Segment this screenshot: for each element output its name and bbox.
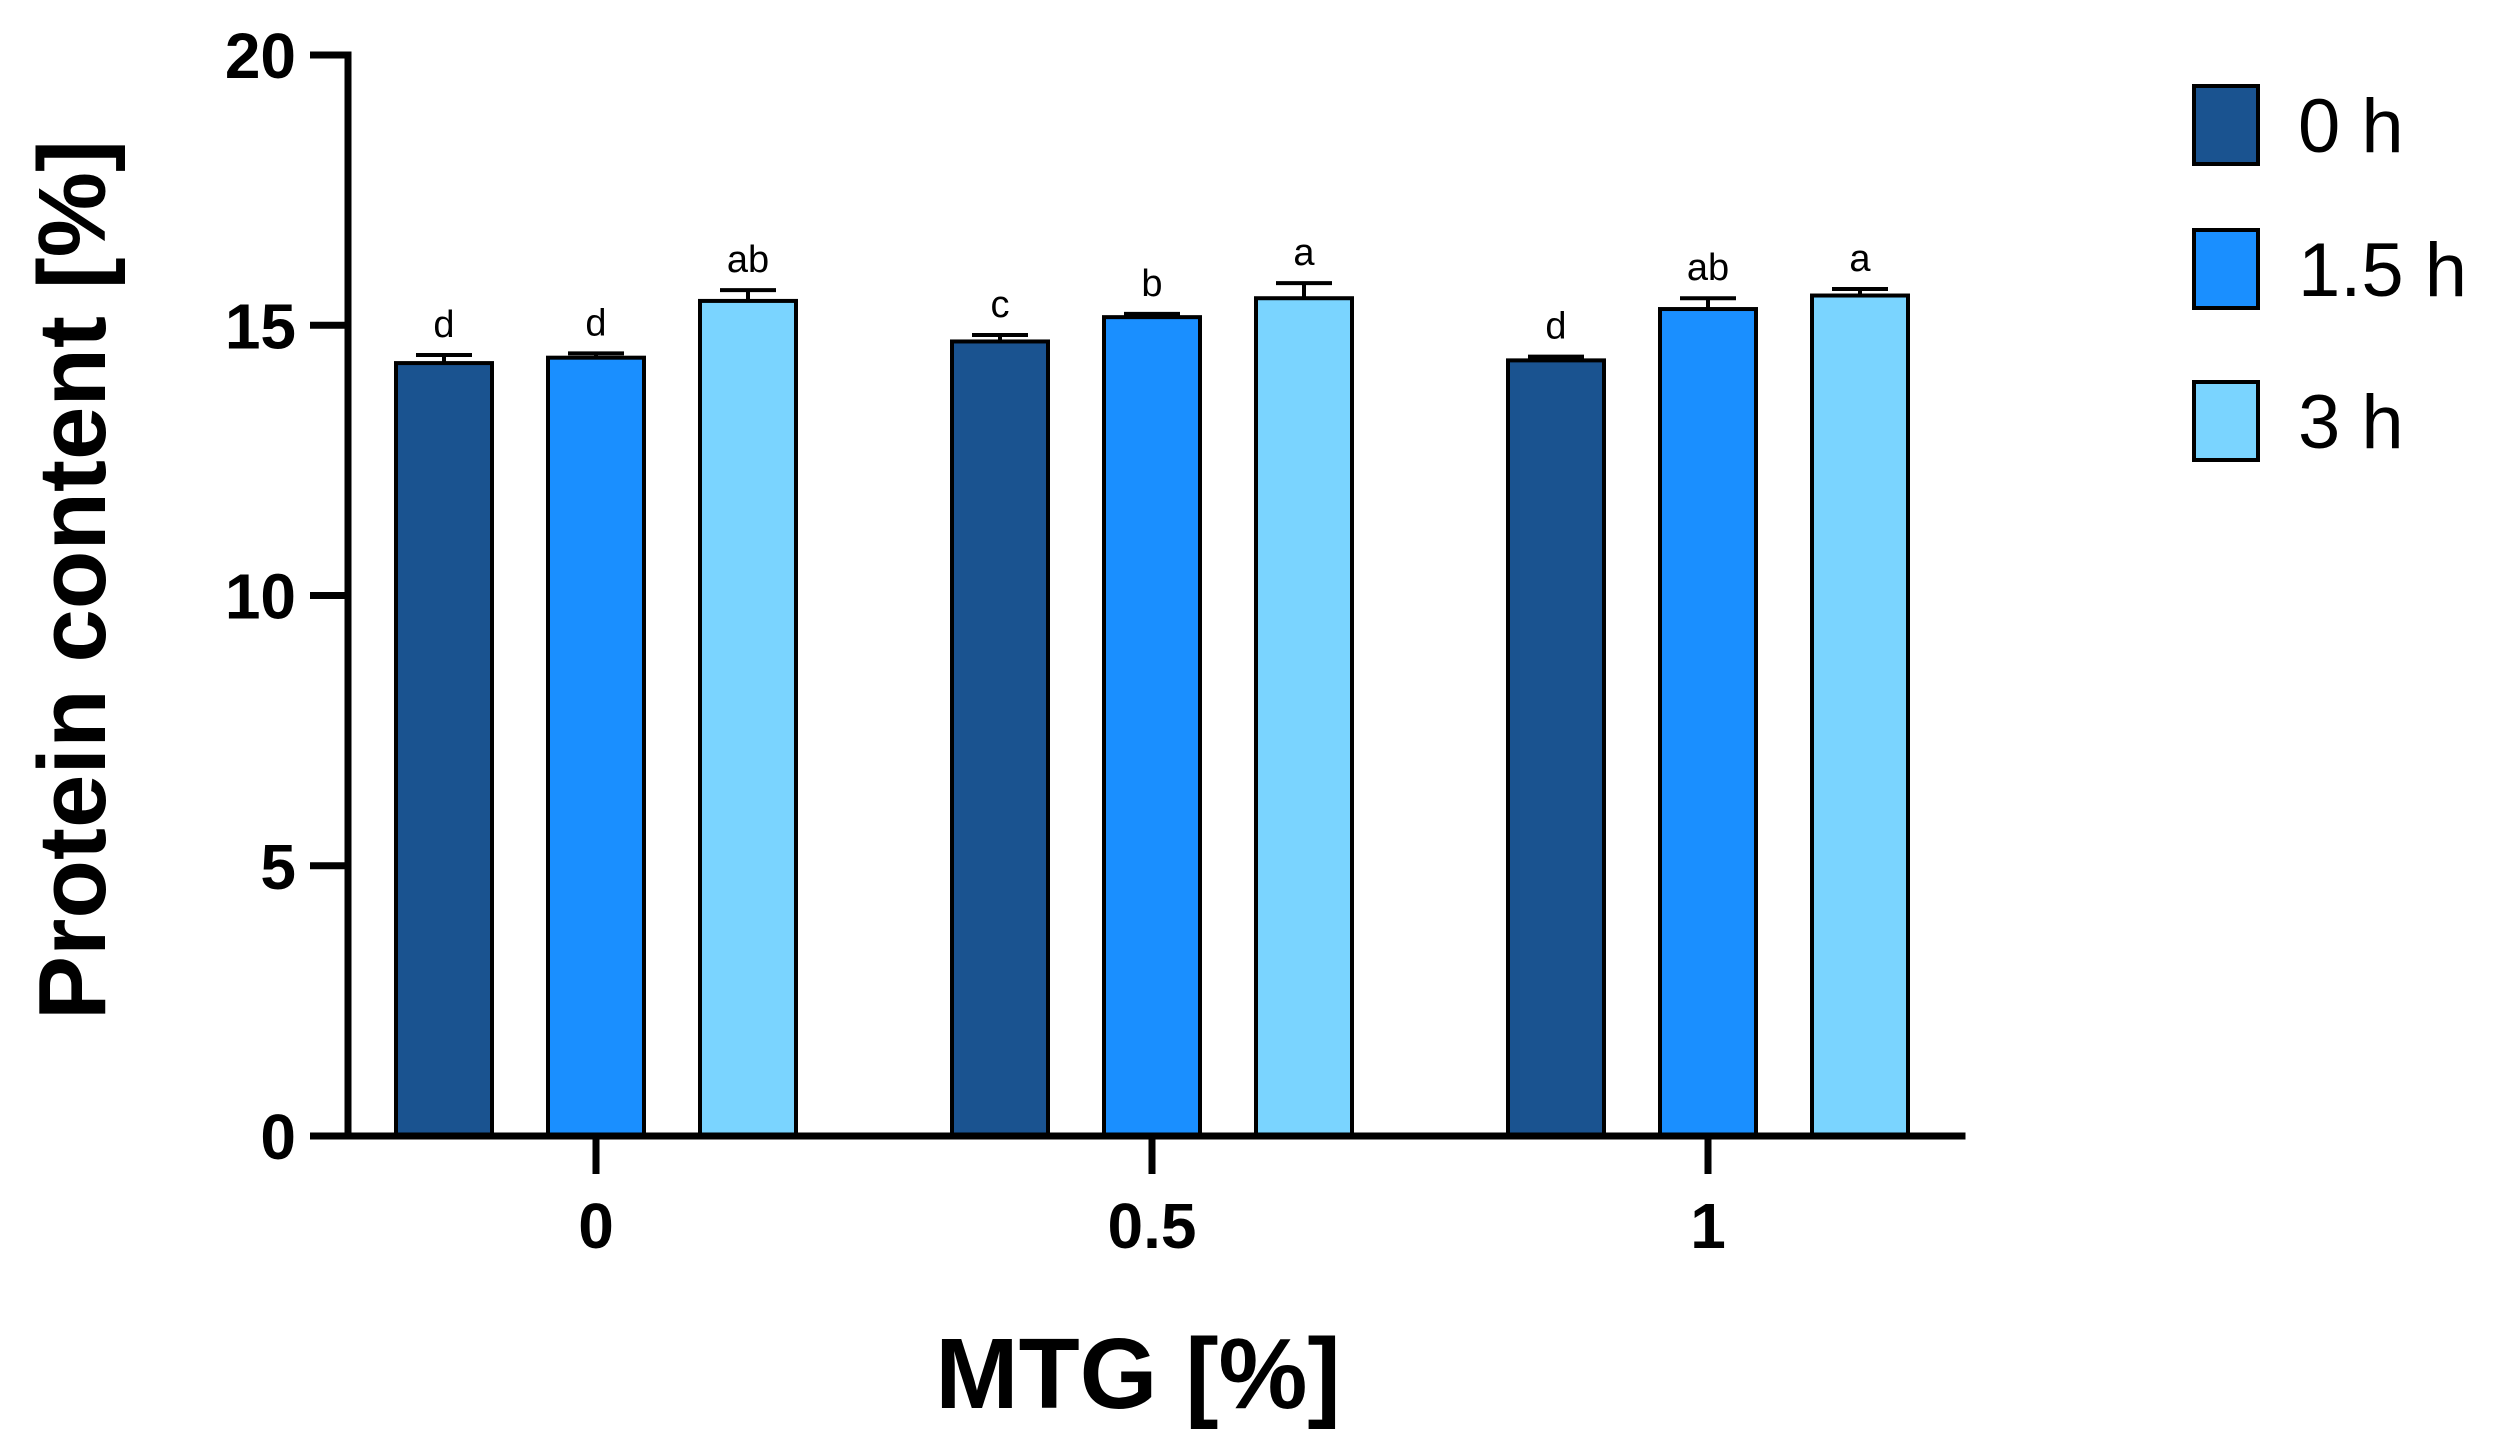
y-axis-title: Protein content [%] bbox=[19, 140, 126, 1020]
significance-label: d bbox=[585, 302, 606, 344]
bar bbox=[546, 355, 646, 1138]
x-tick-label: 0.5 bbox=[1108, 1190, 1197, 1262]
legend-label: 3 h bbox=[2298, 380, 2404, 465]
significance-labels-layer: d d ab c b a d ab a bbox=[433, 232, 1871, 348]
legend-swatch bbox=[2192, 228, 2260, 310]
legend-swatch bbox=[2192, 380, 2260, 462]
x-tick-label: 0 bbox=[578, 1190, 614, 1262]
x-tick-label: 1 bbox=[1690, 1190, 1726, 1262]
y-tick-label: 15 bbox=[225, 290, 296, 362]
bars-layer bbox=[394, 293, 1910, 1139]
y-tick-label: 10 bbox=[225, 561, 296, 633]
legend-label: 1.5 h bbox=[2298, 228, 2467, 313]
significance-label: ab bbox=[727, 239, 769, 281]
y-tick-label: 20 bbox=[225, 20, 296, 92]
y-tick-label: 5 bbox=[260, 831, 296, 903]
y-ticks: 0 5 10 15 20 bbox=[225, 20, 348, 1173]
significance-label: a bbox=[1849, 238, 1871, 280]
significance-label: a bbox=[1293, 232, 1315, 274]
bar bbox=[394, 361, 494, 1138]
significance-label: ab bbox=[1687, 247, 1729, 289]
bar bbox=[1810, 293, 1910, 1138]
bar bbox=[950, 339, 1050, 1138]
x-axis-title: MTG [%] bbox=[935, 1318, 1340, 1430]
error-bars-layer bbox=[416, 281, 1888, 364]
bar bbox=[1254, 296, 1354, 1139]
bar bbox=[698, 298, 798, 1138]
significance-label: d bbox=[433, 304, 454, 346]
significance-label: d bbox=[1545, 306, 1566, 348]
significance-label: b bbox=[1141, 263, 1162, 305]
bar bbox=[1658, 307, 1758, 1139]
x-ticks: 0 0.5 1 bbox=[578, 1136, 1726, 1262]
bar bbox=[1506, 358, 1606, 1138]
legend: 0 h 1.5 h 3 h bbox=[2192, 84, 2467, 465]
legend-label: 0 h bbox=[2298, 84, 2404, 169]
bar bbox=[1102, 315, 1202, 1138]
legend-swatch bbox=[2192, 84, 2260, 166]
y-tick-label: 0 bbox=[260, 1101, 296, 1173]
significance-label: c bbox=[991, 284, 1010, 326]
